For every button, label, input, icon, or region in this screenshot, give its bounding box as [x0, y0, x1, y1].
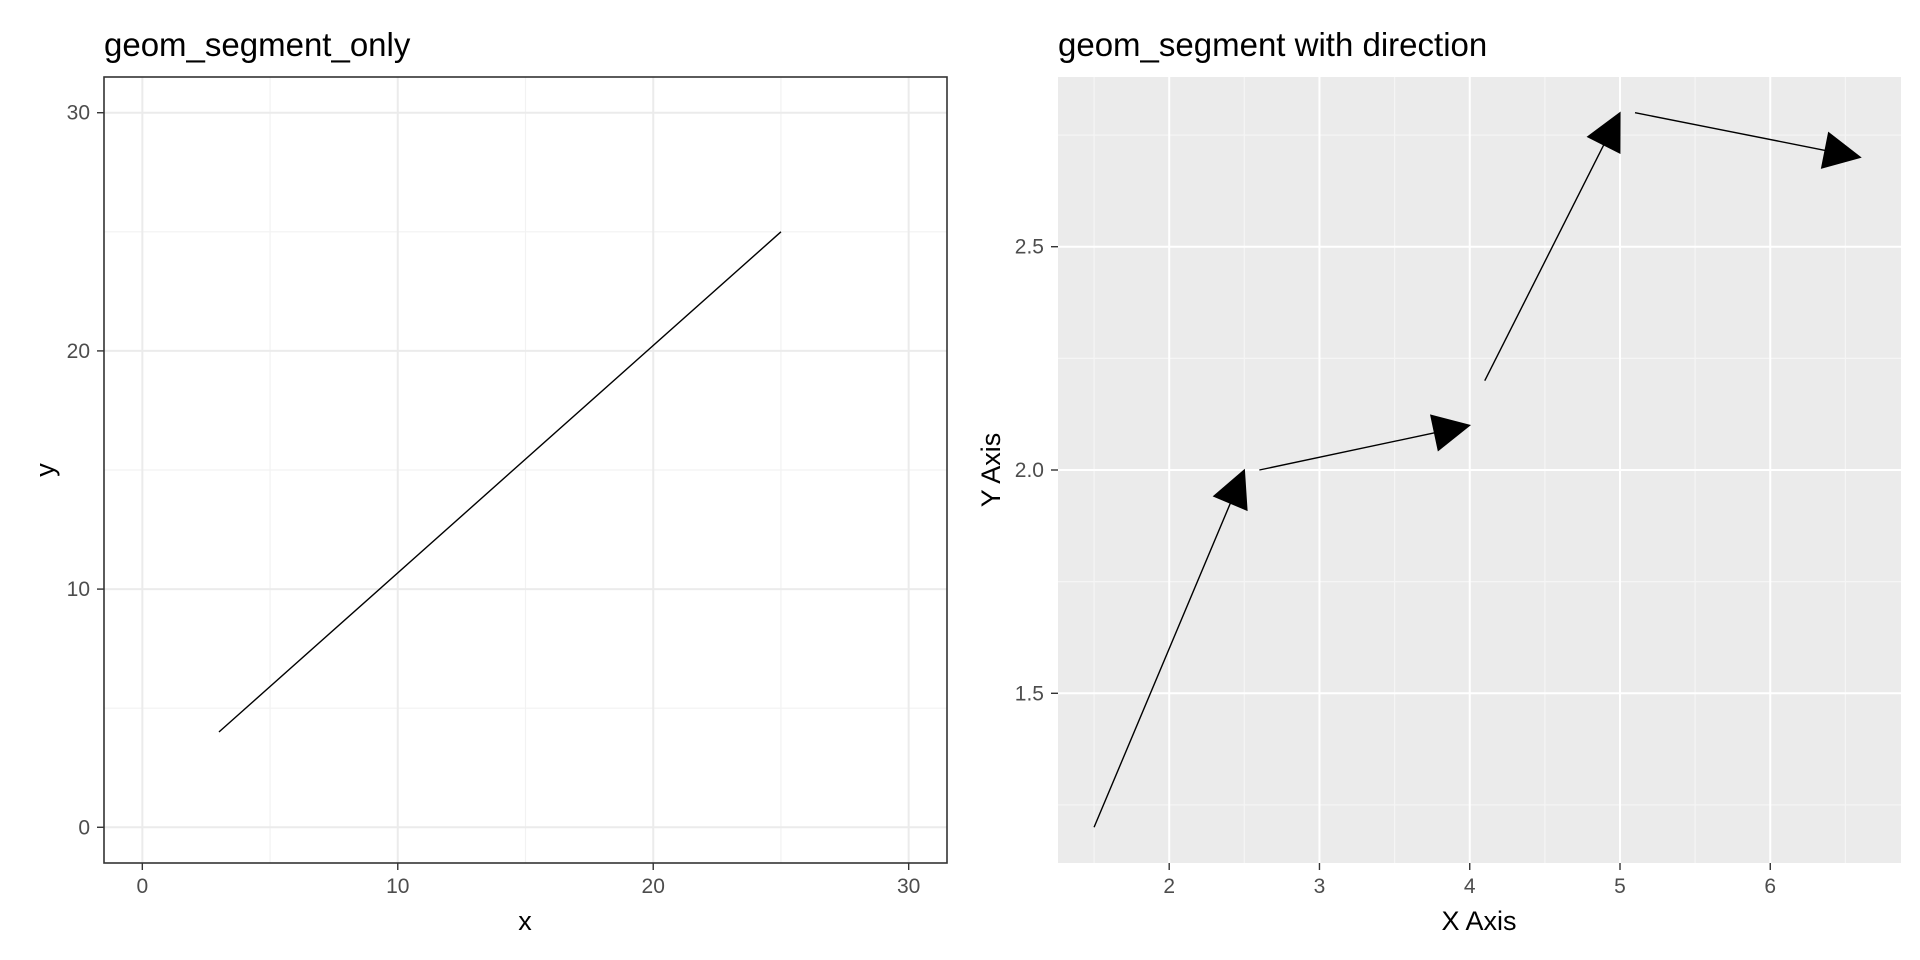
grid-lines [1058, 77, 1901, 863]
x-axis-title: X Axis [1441, 906, 1516, 936]
x-tick-label: 30 [897, 875, 920, 898]
chart-title: geom_segment with direction [1058, 26, 1487, 63]
x-tick-label: 4 [1464, 875, 1476, 898]
plot-border [103, 76, 948, 864]
segment-line [1259, 432, 1435, 471]
segment-line [1093, 502, 1232, 828]
arrow-head [1212, 468, 1248, 512]
y-tick-label: 2.5 [1015, 236, 1044, 259]
segment-line [218, 231, 782, 733]
x-tick-label: 0 [136, 875, 148, 898]
y-tick-label: 10 [67, 578, 90, 601]
segments-layer [1093, 111, 1862, 828]
segment-line [1484, 144, 1605, 381]
axis-ticks: 0 10 20 30 0 10 20 30 [67, 102, 921, 898]
axis-ticks: 2 3 4 5 6 1.5 2.0 2.5 [1015, 236, 1776, 898]
grid-lines [104, 77, 947, 863]
x-tick-label: 6 [1764, 875, 1776, 898]
x-tick-label: 5 [1614, 875, 1626, 898]
arrow-head [1820, 131, 1862, 169]
y-tick-label: 20 [67, 340, 90, 363]
panel-segment-direction: geom_segment with direction 2 3 4 5 61.52.02… [976, 26, 1901, 936]
x-tick-label: 3 [1314, 875, 1326, 898]
x-axis-title: x [518, 906, 532, 936]
y-tick-label: 0 [78, 816, 90, 839]
y-tick-label: 30 [67, 102, 90, 125]
x-tick-label: 10 [386, 875, 409, 898]
x-tick-label: 20 [642, 875, 665, 898]
y-axis-title: Y Axis [976, 433, 1006, 508]
y-axis-title: y [30, 463, 60, 477]
panel-segment-only: geom_segment_only 0 10 20 30 0 10 20 30 x y [30, 26, 948, 936]
y-tick-label: 1.5 [1015, 682, 1044, 705]
chart-title: geom_segment_only [104, 26, 411, 63]
segment-line [1634, 112, 1826, 152]
x-tick-label: 2 [1163, 875, 1175, 898]
arrow-head [1429, 414, 1472, 452]
y-tick-label: 2.0 [1015, 459, 1044, 482]
arrow-head [1586, 111, 1621, 154]
segments-layer [218, 231, 782, 733]
